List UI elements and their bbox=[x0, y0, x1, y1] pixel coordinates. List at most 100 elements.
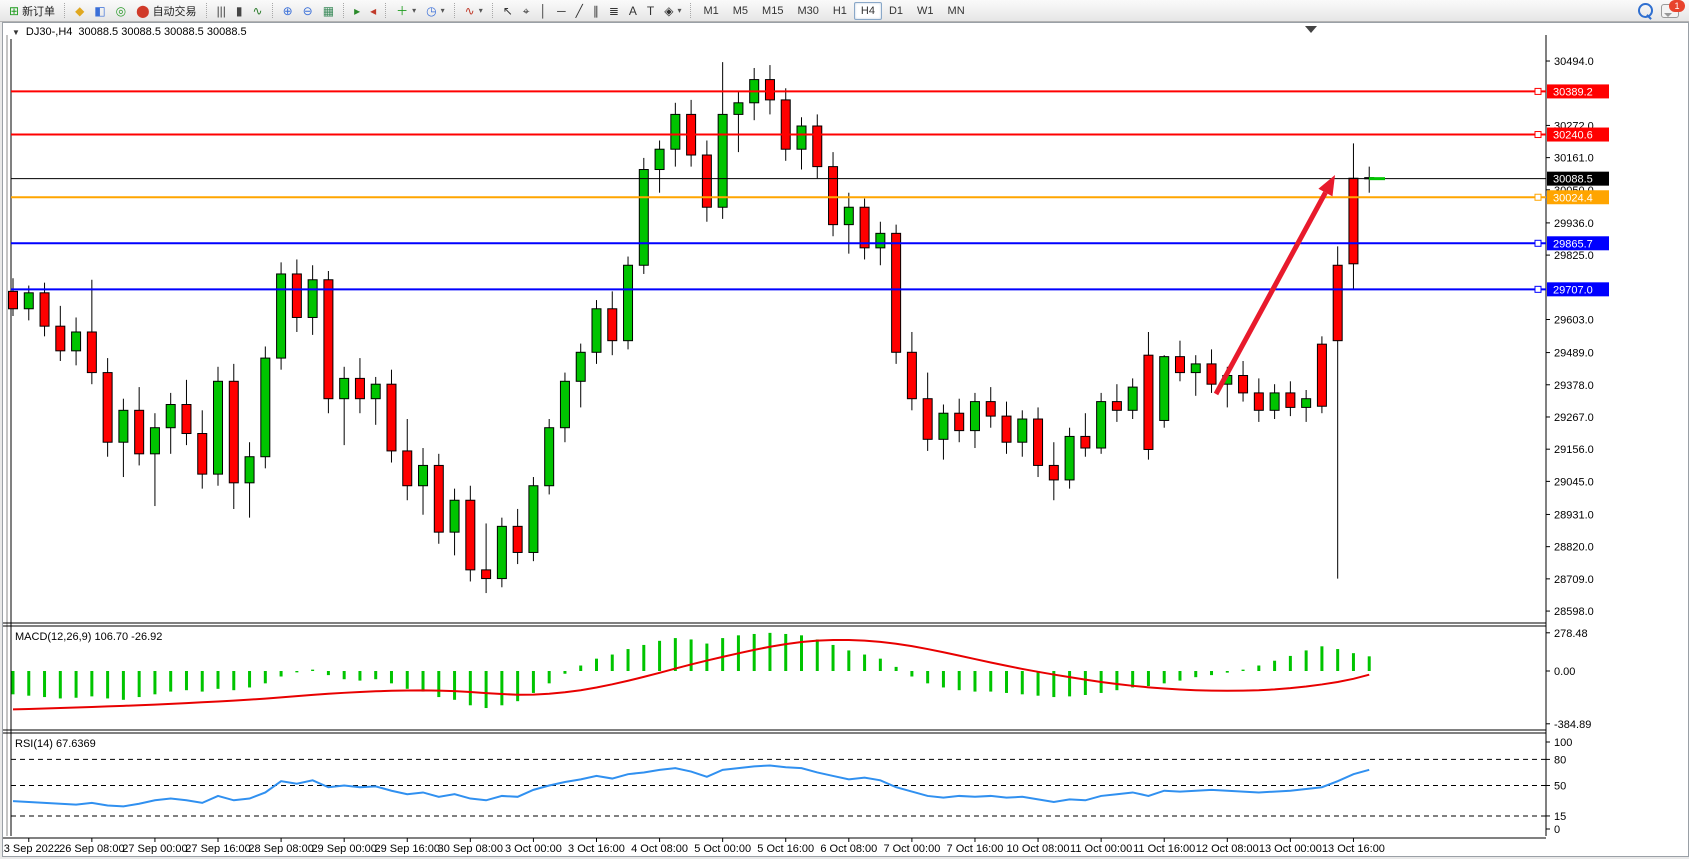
market-watch-button[interactable]: ◆ bbox=[70, 1, 89, 21]
price-tick-label: 29825.0 bbox=[1554, 250, 1594, 262]
price-flag bbox=[1547, 84, 1609, 99]
horizontal-line-button[interactable]: ─ bbox=[552, 1, 571, 21]
collapse-icon[interactable]: ▼ bbox=[12, 27, 20, 37]
profiles-dropdown-icon[interactable]: ▾ bbox=[440, 6, 445, 15]
price-tick-label: 29603.0 bbox=[1554, 315, 1594, 327]
timeframe-m1[interactable]: M1 bbox=[703, 4, 719, 17]
candle-body bbox=[1017, 418, 1028, 443]
candle-body bbox=[1206, 363, 1217, 385]
candle-body bbox=[1143, 354, 1154, 450]
autotrading-button[interactable]: ⬤ 自动交易 bbox=[131, 1, 201, 21]
trendline-button[interactable]: ╱ bbox=[571, 1, 588, 21]
vertical-line-button[interactable]: │ bbox=[535, 1, 553, 21]
price-tick-label: 29378.0 bbox=[1554, 380, 1594, 392]
price-flag bbox=[1547, 236, 1609, 251]
new-chart-dropdown-icon[interactable]: ▾ bbox=[412, 6, 417, 15]
horizontal-line-icon: ─ bbox=[557, 3, 566, 18]
candle-body bbox=[828, 166, 839, 226]
candle-body bbox=[701, 154, 712, 208]
line-anchor[interactable] bbox=[1534, 285, 1542, 293]
arrows-button[interactable]: ◈ ▾ bbox=[659, 1, 686, 21]
candle-body bbox=[23, 292, 34, 310]
bar-chart-button[interactable]: ||| bbox=[212, 1, 231, 21]
notification-badge: 1 bbox=[1669, 0, 1685, 12]
arrows-icon: ◈ bbox=[664, 3, 674, 18]
bar-chart-icon: ||| bbox=[216, 3, 226, 18]
toolbar-separator bbox=[205, 3, 208, 18]
line-anchor[interactable] bbox=[1534, 193, 1542, 201]
autotrading-icon: ⬤ bbox=[136, 3, 150, 18]
line-anchor[interactable] bbox=[1534, 239, 1542, 247]
equidistant-channel-button[interactable]: ∥ bbox=[588, 1, 604, 21]
chart-shift-marker[interactable] bbox=[1305, 26, 1317, 33]
indicators-dropdown-icon[interactable]: ▾ bbox=[478, 6, 483, 15]
search-icon[interactable] bbox=[1638, 3, 1653, 18]
text-button[interactable]: A bbox=[624, 1, 642, 21]
time-tick-label: 5 Oct 16:00 bbox=[757, 843, 814, 854]
time-tick-label: 10 Oct 08:00 bbox=[1007, 843, 1070, 854]
cursor-button[interactable]: ↖ bbox=[498, 1, 518, 21]
candle-body bbox=[8, 290, 18, 310]
indicators-button[interactable]: ∿ ▾ bbox=[460, 1, 488, 21]
data-window-button[interactable]: ◧ bbox=[89, 1, 110, 21]
zoom-out-button[interactable]: ⊖ bbox=[298, 1, 318, 21]
price-flag-label: 29865.7 bbox=[1553, 238, 1593, 250]
timeframe-m5[interactable]: M5 bbox=[732, 4, 749, 17]
symbol-period-label: DJ30-,H4 bbox=[25, 26, 73, 38]
line-anchor[interactable] bbox=[1534, 131, 1542, 139]
line-anchor[interactable] bbox=[1534, 87, 1542, 95]
candle-body bbox=[717, 113, 728, 208]
candlestick-chart-icon: ▮ bbox=[235, 3, 243, 18]
profiles-button[interactable]: ◷ ▾ bbox=[421, 1, 450, 21]
new-order-button[interactable]: ⊞ 新订单 bbox=[4, 1, 60, 21]
chart-window: ▼ DJ30-,H4 30088.5 30088.5 30088.5 30088… bbox=[2, 22, 1689, 857]
rsi-line bbox=[12, 764, 1370, 808]
fibonacci-button[interactable]: ≣ bbox=[604, 1, 624, 21]
timeframe-d1[interactable]: D1 bbox=[888, 4, 904, 17]
toolbar-separator bbox=[64, 3, 66, 18]
timeframe-h4[interactable]: H4 bbox=[853, 1, 882, 20]
crosshair-button[interactable]: ⌖ bbox=[518, 1, 535, 21]
candle-body bbox=[496, 525, 507, 580]
timeframe-m30[interactable]: M30 bbox=[797, 4, 819, 17]
candle-body bbox=[607, 308, 618, 342]
candle-body bbox=[1174, 356, 1185, 374]
text-icon: A bbox=[628, 3, 637, 18]
new-chart-button[interactable]: ＋ ▾ bbox=[391, 1, 421, 21]
line-chart-button[interactable]: ∿ bbox=[248, 1, 268, 21]
candle-body bbox=[118, 409, 129, 443]
tile-windows-button[interactable]: ▦ bbox=[318, 1, 339, 21]
rsi-axis-label: 50 bbox=[1554, 781, 1566, 793]
candle-body bbox=[134, 409, 145, 455]
price-flag-label: 30240.6 bbox=[1553, 130, 1593, 142]
timeframe-h1[interactable]: H1 bbox=[832, 4, 847, 17]
candle-body bbox=[638, 169, 649, 266]
time-tick-label: 29 Sep 16:00 bbox=[375, 843, 440, 854]
trend-arrow-head[interactable] bbox=[1318, 175, 1335, 197]
trend-arrow[interactable] bbox=[1213, 191, 1328, 396]
time-tick-label: 5 Oct 00:00 bbox=[694, 843, 751, 854]
candle-body bbox=[1080, 435, 1091, 449]
time-tick-label: 4 Oct 08:00 bbox=[631, 843, 688, 854]
chart-canvas[interactable]: 30494.030272.030161.030050.029936.029825… bbox=[3, 23, 1686, 854]
text-label-button[interactable]: T bbox=[642, 1, 659, 21]
data-window-icon: ◧ bbox=[94, 3, 106, 18]
zoom-in-button[interactable]: ⊕ bbox=[278, 1, 298, 21]
time-tick-label: 13 Oct 00:00 bbox=[1259, 843, 1322, 854]
arrows-dropdown-icon[interactable]: ▾ bbox=[677, 6, 682, 15]
timeframe-m15[interactable]: M15 bbox=[762, 4, 784, 17]
time-tick-label: 27 Sep 16:00 bbox=[185, 843, 250, 854]
chart-shift-button[interactable]: ▸ bbox=[349, 1, 365, 21]
candle-body bbox=[386, 383, 397, 452]
timeframe-w1[interactable]: W1 bbox=[917, 4, 934, 17]
auto-scroll-button[interactable]: ◂ bbox=[365, 1, 381, 21]
candle-body bbox=[213, 380, 224, 475]
notifications-icon[interactable]: 1 bbox=[1661, 0, 1685, 18]
candle-body bbox=[55, 325, 66, 352]
navigator-button[interactable]: ◎ bbox=[111, 1, 131, 21]
price-tick-label: 29156.0 bbox=[1554, 444, 1594, 456]
timeframe-mn[interactable]: MN bbox=[947, 4, 965, 17]
macd-label: MACD(12,26,9) 106.70 -26.92 bbox=[15, 631, 162, 643]
time-tick-label: 7 Oct 00:00 bbox=[883, 843, 940, 854]
candlestick-chart-button[interactable]: ▮ bbox=[231, 1, 248, 21]
